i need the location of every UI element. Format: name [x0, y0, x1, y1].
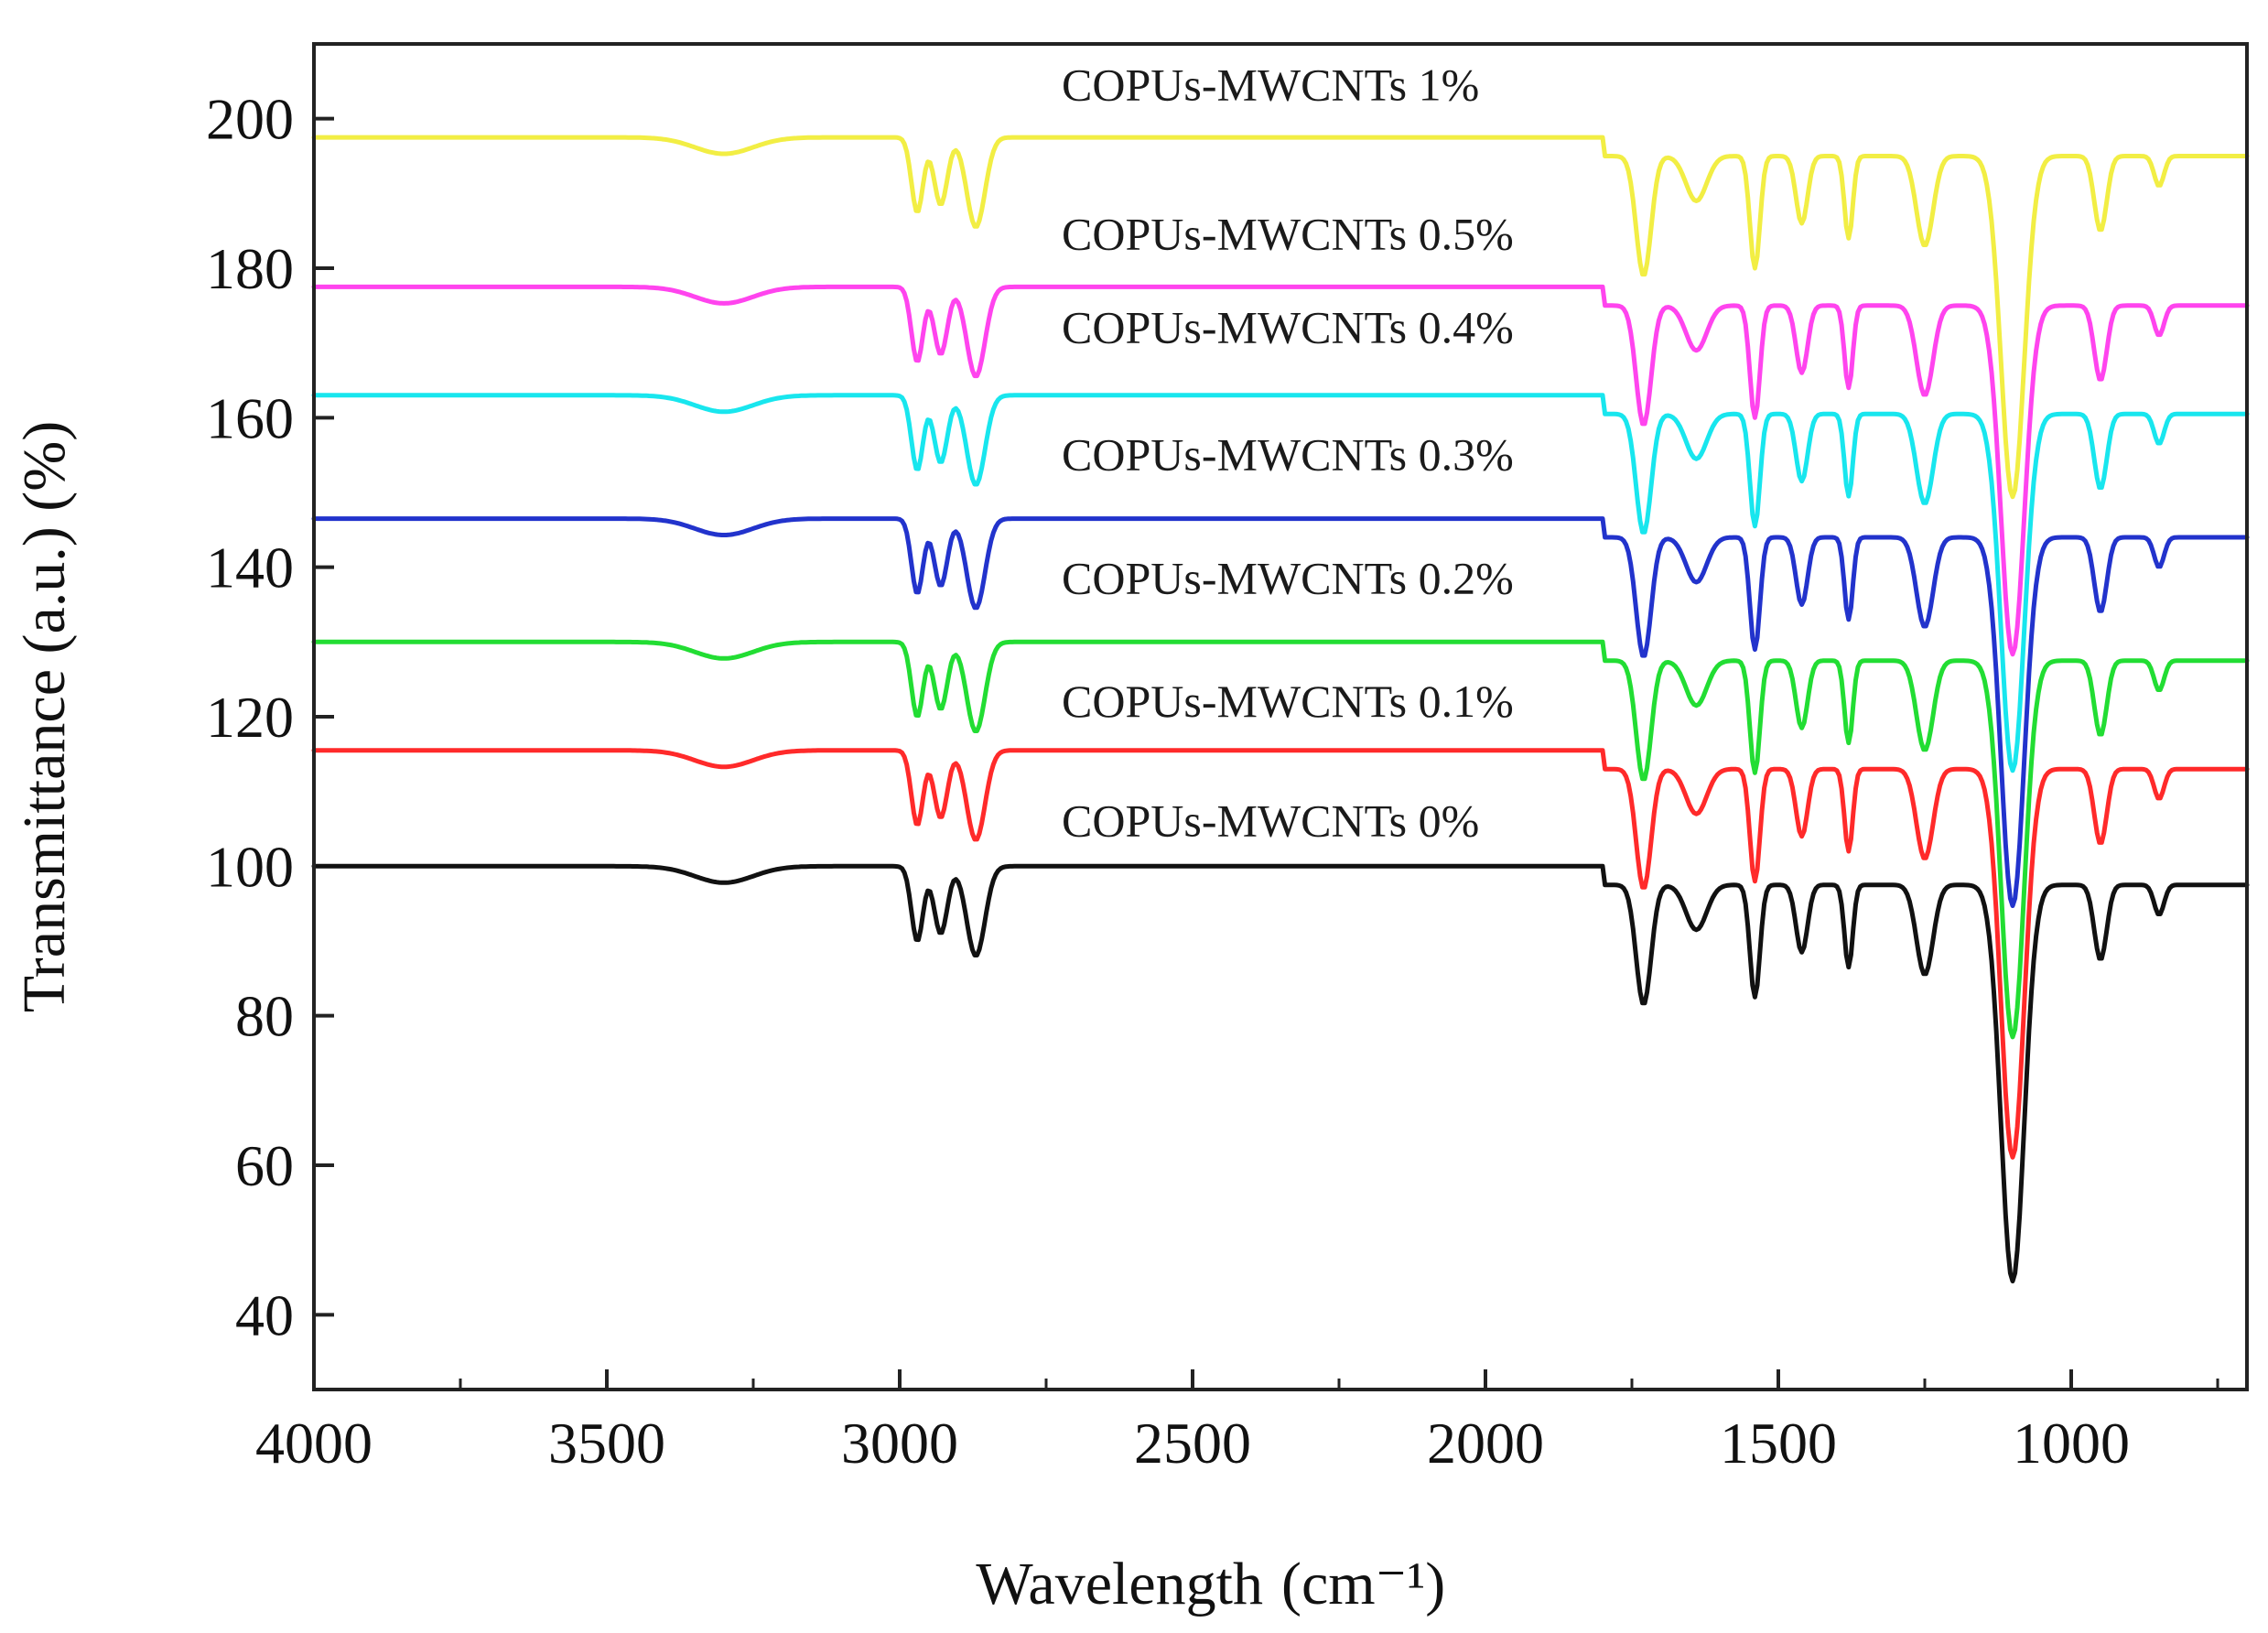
y-axis-ticks: 40 60 80 100 120 140 160 180 200 — [206, 87, 334, 1347]
series-label: COPUs-MWCNTs 0.3% — [1062, 429, 1514, 481]
x-axis-ticks: 4000 3500 3000 2500 2000 1500 1000 — [255, 1369, 2219, 1476]
series-label: COPUs-MWCNTs 0.1% — [1062, 676, 1514, 727]
y-tick-label: 120 — [206, 685, 294, 750]
series-label: COPUs-MWCNTs 0.2% — [1062, 552, 1514, 603]
series-line — [311, 393, 2250, 773]
y-tick-label: 140 — [206, 535, 294, 600]
x-axis-unit: (cm⁻¹) — [1281, 1551, 1445, 1617]
series-label: COPUs-MWCNTs 0.5% — [1062, 209, 1514, 260]
x-tick-label: 3000 — [841, 1411, 958, 1476]
y-tick-label: 40 — [235, 1282, 294, 1347]
series-line — [311, 639, 2250, 1040]
series-lines — [311, 135, 2250, 1284]
x-tick-label: 2500 — [1134, 1411, 1251, 1476]
series-line — [311, 748, 2250, 1160]
plot-frame — [312, 42, 2249, 1391]
y-tick-label: 200 — [206, 87, 294, 152]
y-tick-label: 100 — [206, 834, 294, 899]
series-label: COPUs-MWCNTs 1% — [1062, 59, 1479, 110]
y-tick-label: 60 — [235, 1133, 294, 1198]
series-label: COPUs-MWCNTs 0% — [1062, 795, 1479, 847]
x-tick-label: 1000 — [2013, 1411, 2130, 1476]
series-label: COPUs-MWCNTs 0.4% — [1062, 302, 1514, 353]
x-tick-label: 3500 — [548, 1411, 665, 1476]
x-tick-label: 2000 — [1427, 1411, 1544, 1476]
series-line — [311, 135, 2250, 500]
x-tick-label: 4000 — [255, 1411, 373, 1476]
x-tick-label: 1500 — [1720, 1411, 1837, 1476]
series-line — [311, 863, 2250, 1284]
y-tick-label: 160 — [206, 385, 294, 450]
series-line — [311, 284, 2250, 657]
y-tick-label: 80 — [235, 984, 294, 1049]
series-line — [311, 516, 2250, 908]
x-axis-title: Wavelength — [976, 1551, 1263, 1617]
y-tick-label: 180 — [206, 236, 294, 301]
series-labels: COPUs-MWCNTs 0% COPUs-MWCNTs 0.1% COPUs-MW… — [1062, 59, 1514, 846]
y-axis-title: Transmittance (a.u.) (%) — [11, 421, 78, 1012]
